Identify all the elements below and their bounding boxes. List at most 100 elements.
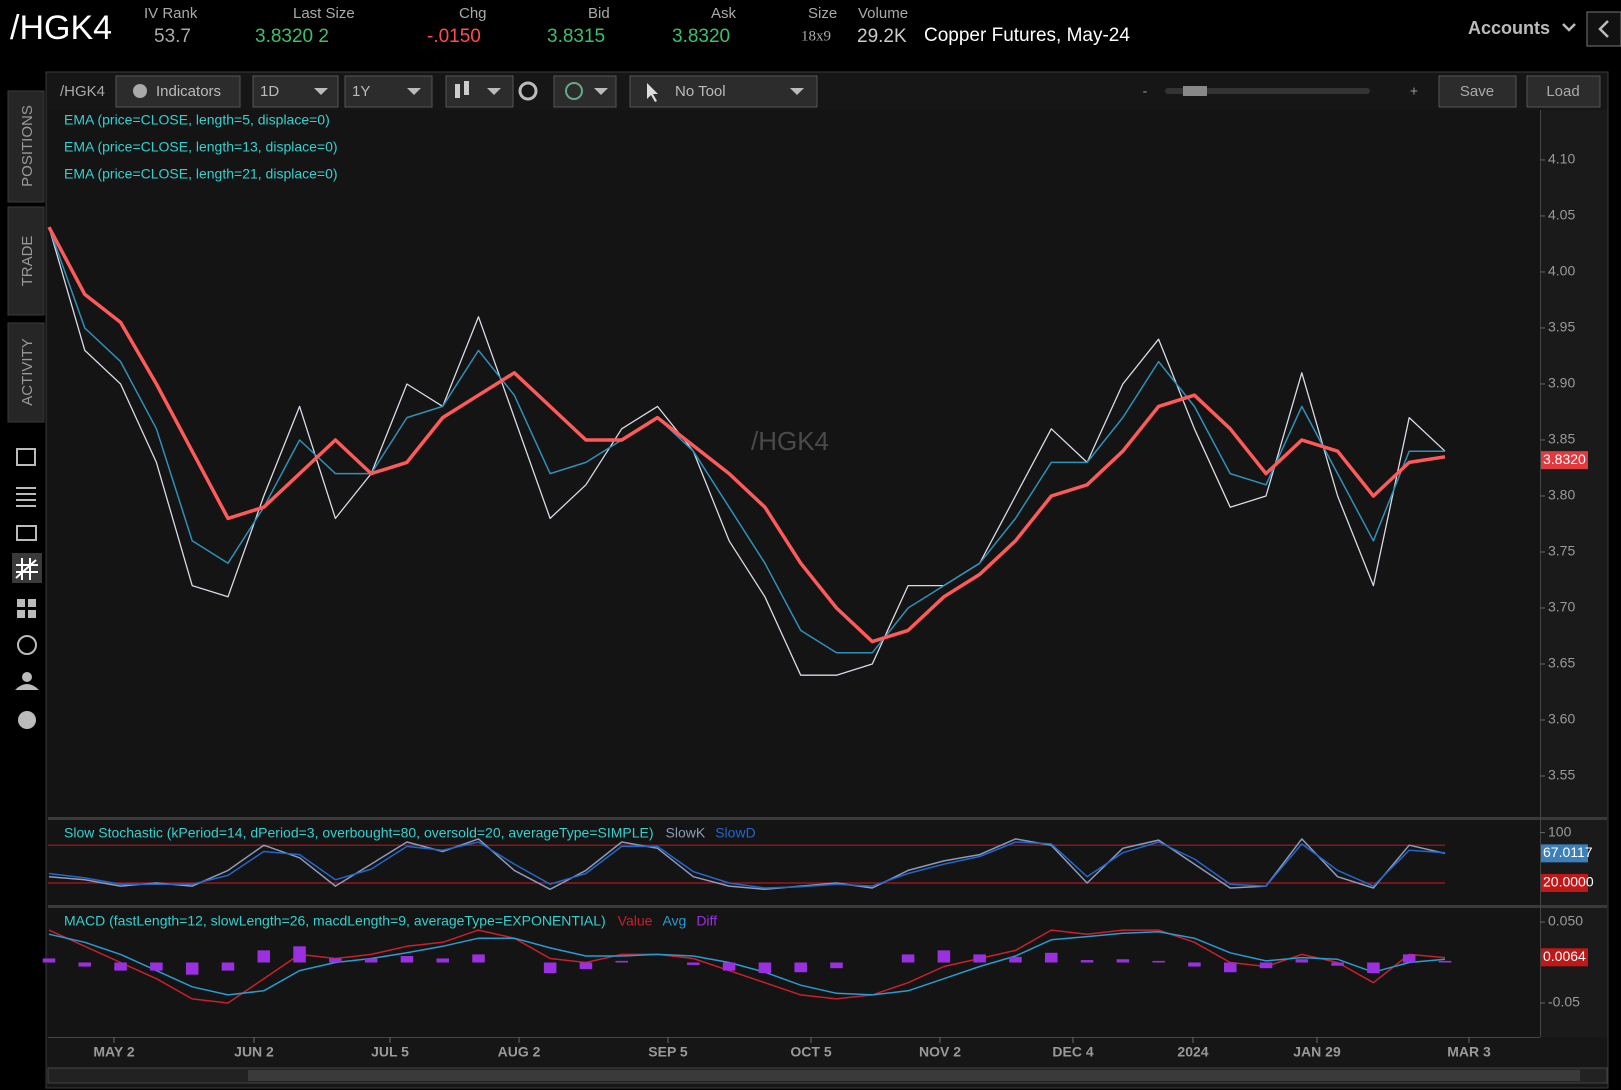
histogram-bar [1331, 962, 1344, 966]
y-tick-label: 3.70 [1548, 599, 1575, 615]
tool-dropdown[interactable] [629, 75, 818, 108]
side-tab[interactable] [7, 206, 45, 316]
side-icon[interactable] [18, 711, 36, 729]
zoom-track[interactable] [1165, 88, 1370, 94]
axis-line [48, 1037, 1540, 1038]
histogram-bar [185, 962, 199, 975]
histogram-bar [1188, 962, 1201, 967]
histogram-bar [579, 962, 593, 969]
collapse-button[interactable] [1586, 11, 1621, 47]
side-tab[interactable] [7, 322, 45, 423]
y-tick-label: 4.10 [1548, 151, 1575, 167]
side-icon[interactable] [28, 610, 36, 618]
side-icon[interactable] [22, 672, 32, 682]
collapse-icon [1598, 20, 1609, 38]
zoom-in[interactable]: + [1410, 83, 1418, 99]
y-tick-label: 3.85 [1548, 431, 1575, 447]
x-tick-label: MAY 2 [93, 1044, 134, 1060]
histogram-bar [937, 950, 951, 963]
axis-line [1540, 110, 1541, 1037]
histogram-bar [615, 960, 628, 963]
side-icon [15, 684, 39, 690]
side-icon[interactable] [16, 448, 36, 466]
field-label: Bid [588, 5, 610, 22]
histogram-bar [722, 962, 736, 971]
field-value: 3.8320 2 [255, 26, 329, 47]
accounts-arrow[interactable] [1562, 23, 1576, 32]
dropdown-arrow [594, 88, 608, 95]
field-label: Size [808, 5, 837, 22]
dropdown-arrow [790, 88, 804, 95]
plot-area [48, 110, 1540, 1037]
side-icon[interactable] [16, 525, 37, 541]
histogram-bar [794, 962, 807, 973]
cursor-icon [647, 83, 658, 102]
accounts-menu[interactable]: Accounts [1468, 18, 1550, 38]
legend-entry: SlowD [715, 825, 755, 841]
series-line [48, 226, 1445, 654]
aggregation-label: 1D [260, 83, 279, 100]
histogram-bar [1223, 962, 1237, 973]
field-value: 3.8315 [547, 26, 605, 47]
side-tab-label: POSITIONS [19, 105, 36, 187]
series-line [48, 841, 1446, 889]
x-tick-label: 2024 [1177, 1044, 1208, 1060]
x-tick-label: JUN 2 [234, 1044, 274, 1060]
side-tab[interactable] [7, 90, 45, 203]
indicators-label: Indicators [156, 83, 221, 100]
axis-column [1540, 110, 1607, 1037]
histogram-bar [973, 954, 986, 963]
side-icon[interactable] [16, 487, 36, 507]
histogram-bar [1402, 954, 1416, 963]
value-badge [1541, 844, 1588, 863]
histogram-bar [1080, 960, 1094, 963]
tool-label: No Tool [675, 83, 726, 100]
side-icon[interactable] [28, 599, 36, 607]
histogram-bar [543, 962, 557, 974]
settings-button[interactable] [518, 81, 538, 101]
side-icon[interactable] [17, 635, 37, 655]
field-value: 3.8320 [672, 26, 730, 47]
field-label: Chg [459, 5, 487, 22]
zoom-thumb[interactable] [1183, 86, 1207, 96]
candle-icon [464, 81, 469, 95]
x-tick-label: NOV 2 [919, 1044, 961, 1060]
legend-entry: EMA (price=CLOSE, length=5, displace=0) [64, 112, 330, 128]
y-tick-label: 3.65 [1548, 655, 1575, 671]
load-button[interactable] [1526, 75, 1601, 108]
zoom-out[interactable]: - [1143, 83, 1148, 99]
save-label: Save [1460, 83, 1494, 100]
field-value: -.0150 [427, 26, 481, 47]
histogram-bar [78, 962, 92, 967]
drawing-button[interactable] [553, 75, 617, 108]
histogram-bar [436, 958, 450, 963]
legend-entry: Avg [662, 913, 686, 929]
indicators-icon [133, 84, 147, 98]
histogram-bar [687, 962, 700, 965]
histogram-bar [364, 958, 378, 963]
save-button[interactable] [1438, 75, 1517, 108]
y-tick-label: 0.050 [1548, 913, 1583, 929]
side-icon[interactable] [17, 610, 25, 618]
description: Copper Futures, May-24 [924, 25, 1130, 46]
value-badge-label: 0.0064 [1543, 948, 1586, 964]
histogram-bar [1116, 959, 1130, 963]
x-tick-label: MAR 3 [1447, 1044, 1491, 1060]
legend-entry: Diff [696, 913, 717, 929]
y-tick-label: 3.90 [1548, 375, 1575, 391]
histogram-bar [400, 956, 414, 963]
field-label: IV Rank [144, 5, 198, 22]
dropdown-arrow [314, 88, 328, 95]
scroll-thumb[interactable] [248, 1070, 1580, 1081]
side-icon[interactable] [17, 599, 25, 607]
load-label: Load [1546, 83, 1579, 100]
y-tick-label: 4.05 [1548, 207, 1575, 223]
histogram-bar [472, 954, 485, 963]
value-badge [1541, 873, 1588, 892]
histogram-bar [221, 962, 235, 971]
y-tick-label: 3.60 [1548, 711, 1575, 727]
histogram-bar [1295, 959, 1309, 963]
field-value: 18x9 [801, 28, 831, 44]
x-tick-label: JUL 5 [371, 1044, 409, 1060]
legend-entry: EMA (price=CLOSE, length=21, displace=0) [64, 166, 338, 182]
